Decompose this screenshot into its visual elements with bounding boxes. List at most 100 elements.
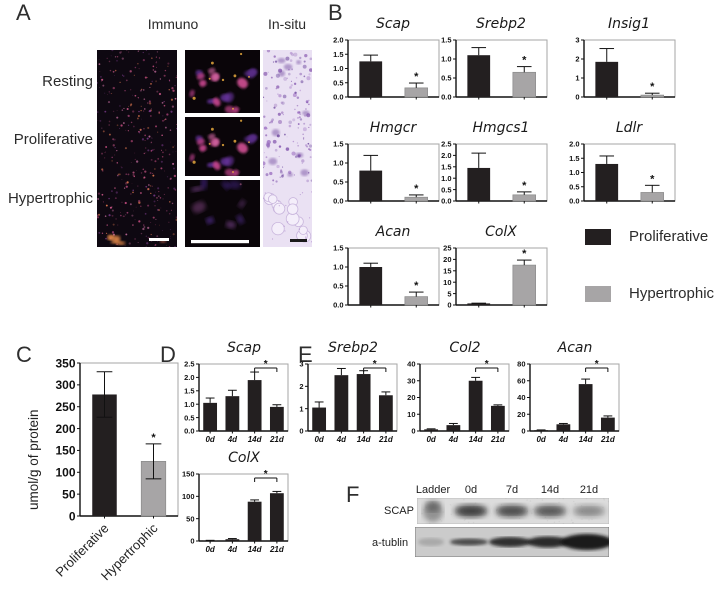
insitu-histology-image	[263, 50, 312, 247]
legend-item-hypertrophic: Hypertrophic	[585, 285, 714, 302]
svg-text:0d: 0d	[205, 435, 215, 444]
svg-text:1.0: 1.0	[333, 159, 343, 168]
svg-text:14d: 14d	[357, 435, 372, 444]
svg-text:0.5: 0.5	[569, 182, 579, 191]
chart-b-srebp2: Srebp2 0.0 0.5 1.0 1.5 *	[432, 16, 552, 106]
svg-text:0: 0	[69, 509, 76, 523]
panel-f-label: F	[346, 482, 360, 507]
chart-b-acan: Acan 0.0 0.5 1.0 1.5 *	[324, 224, 444, 314]
svg-text:100: 100	[182, 492, 195, 501]
chart-e-col2: Col2 0 10 20 30 40 0d 4d 14d 21d *	[396, 340, 514, 450]
insitu-column-title: In-situ	[267, 16, 307, 32]
svg-text:*: *	[264, 359, 268, 370]
svg-text:2.5: 2.5	[184, 360, 194, 369]
svg-text:1.5: 1.5	[569, 154, 579, 163]
svg-text:0.5: 0.5	[184, 413, 194, 422]
svg-text:2.0: 2.0	[569, 140, 579, 149]
svg-text:1.0: 1.0	[441, 174, 451, 183]
svg-text:50: 50	[186, 514, 194, 523]
svg-text:1.5: 1.5	[184, 387, 194, 396]
svg-text:1.0: 1.0	[184, 400, 194, 409]
panel-a-label: A	[16, 0, 31, 25]
svg-text:*: *	[151, 432, 156, 444]
lane-label-7d: 7d	[505, 484, 519, 496]
svg-text:0d: 0d	[426, 435, 436, 444]
svg-text:20: 20	[407, 393, 415, 402]
svg-text:2.5: 2.5	[441, 140, 451, 149]
svg-text:0.0: 0.0	[333, 197, 343, 206]
svg-text:50: 50	[62, 487, 76, 501]
svg-text:*: *	[414, 71, 419, 83]
chart-title: Srebp2	[328, 340, 378, 356]
svg-text:21d: 21d	[378, 435, 394, 444]
svg-text:300: 300	[55, 378, 75, 392]
svg-text:1: 1	[575, 74, 579, 83]
svg-text:2.0: 2.0	[184, 373, 194, 382]
chart-title: Srebp2	[476, 16, 526, 32]
lane-label-ladder: Ladder	[415, 484, 451, 496]
svg-text:2: 2	[299, 382, 303, 391]
svg-text:1.5: 1.5	[333, 140, 343, 149]
svg-text:40: 40	[407, 360, 415, 369]
svg-text:2: 2	[575, 55, 579, 64]
chart-b-scap: Scap 0.0 0.5 1.0 1.5 2.0 *	[324, 16, 444, 106]
svg-text:1.0: 1.0	[441, 55, 451, 64]
svg-text:21d: 21d	[490, 435, 506, 444]
row-label-proliferative: Proliferative	[13, 131, 93, 148]
immuno-column-title: Immuno	[147, 16, 199, 32]
svg-text:0d: 0d	[314, 435, 324, 444]
svg-text:0.0: 0.0	[569, 197, 579, 206]
immuno-proliferative-image	[185, 117, 260, 176]
svg-text:0: 0	[521, 427, 525, 436]
chart-d-colx: ColX 0 50 100 150 0d 4d 14d 21d *	[175, 450, 293, 560]
chart-title: Scap	[375, 16, 411, 32]
svg-text:0d: 0d	[536, 435, 546, 444]
svg-text:2.0: 2.0	[333, 36, 343, 45]
svg-text:21d: 21d	[269, 545, 285, 554]
svg-text:*: *	[264, 469, 268, 480]
chart-title: Acan	[557, 340, 593, 356]
svg-text:*: *	[522, 55, 527, 67]
svg-text:14d: 14d	[579, 435, 594, 444]
svg-text:0.0: 0.0	[184, 427, 194, 436]
svg-text:0: 0	[299, 427, 303, 436]
svg-text:150: 150	[182, 470, 195, 479]
a-tublin-western-blot	[415, 527, 609, 557]
svg-text:*: *	[595, 359, 599, 370]
svg-text:*: *	[414, 280, 419, 292]
svg-text:*: *	[373, 359, 377, 370]
svg-text:2.0: 2.0	[441, 151, 451, 160]
panel-e-label: E	[298, 342, 313, 367]
lane-label-21d: 21d	[579, 484, 599, 496]
svg-text:15: 15	[443, 267, 451, 276]
scap-western-blot	[417, 498, 609, 524]
svg-text:0.5: 0.5	[333, 78, 343, 87]
svg-text:1.5: 1.5	[333, 50, 343, 59]
svg-text:100: 100	[55, 466, 75, 480]
hypertrophic-swatch	[585, 285, 611, 302]
svg-text:20: 20	[443, 255, 451, 264]
legend-item-proliferative: Proliferative	[585, 228, 708, 245]
svg-text:350: 350	[55, 356, 75, 370]
chart-title: Ldlr	[615, 120, 643, 136]
svg-text:3: 3	[575, 36, 579, 45]
svg-text:14d: 14d	[248, 435, 263, 444]
chart-title: Hmgcr	[369, 120, 417, 136]
chart-e-srebp2: Srebp2 0 1 2 3 0d 4d 14d 21d *	[284, 340, 402, 450]
svg-text:4d: 4d	[227, 545, 238, 554]
svg-text:25: 25	[443, 244, 451, 253]
svg-text:0.5: 0.5	[333, 178, 343, 187]
panel-b-label: B	[328, 0, 343, 25]
svg-text:200: 200	[55, 422, 75, 436]
svg-text:0: 0	[447, 301, 451, 310]
svg-text:40: 40	[517, 393, 525, 402]
chart-b-hmgcs1: Hmgcs1 0.0 0.5 1.0 1.5 2.0 2.5 *	[432, 120, 552, 210]
chart-title: Col2	[449, 340, 481, 356]
a-tublin-blot-label: a-tublin	[372, 537, 409, 549]
lane-label-0d: 0d	[464, 484, 478, 496]
svg-text:80: 80	[517, 360, 525, 369]
svg-text:60: 60	[517, 376, 525, 385]
svg-text:0.5: 0.5	[441, 185, 451, 194]
immuno-hypertrophic-image	[185, 180, 260, 247]
